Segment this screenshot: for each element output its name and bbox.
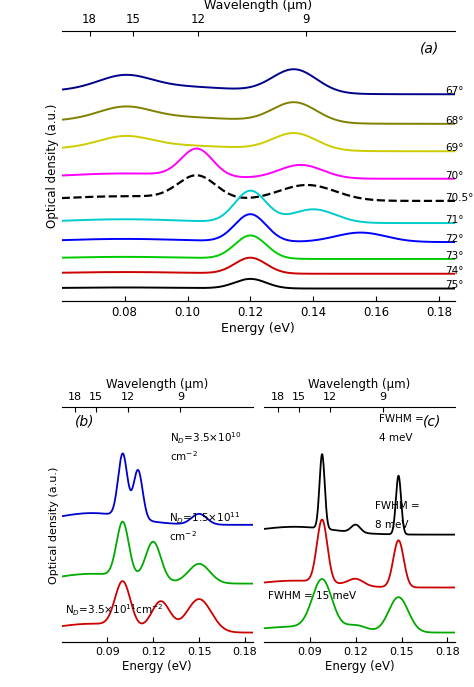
Text: 4 meV: 4 meV xyxy=(379,433,412,443)
Text: (b): (b) xyxy=(75,414,94,429)
Text: 75°: 75° xyxy=(446,280,464,291)
X-axis label: Wavelength (μm): Wavelength (μm) xyxy=(309,379,410,392)
Text: FWHM = 15 meV: FWHM = 15 meV xyxy=(268,591,356,600)
X-axis label: Wavelength (μm): Wavelength (μm) xyxy=(204,0,312,12)
Text: 70°: 70° xyxy=(446,170,464,181)
Text: cm$^{-2}$: cm$^{-2}$ xyxy=(169,530,196,543)
X-axis label: Energy (eV): Energy (eV) xyxy=(325,660,394,673)
Text: 70.5°: 70.5° xyxy=(446,193,474,203)
Text: 72°: 72° xyxy=(446,234,464,244)
Text: N$_D$=3.5$\times$10$^{10}$: N$_D$=3.5$\times$10$^{10}$ xyxy=(171,431,242,447)
Text: 73°: 73° xyxy=(446,251,464,261)
Text: 71°: 71° xyxy=(446,215,464,225)
Text: cm$^{-2}$: cm$^{-2}$ xyxy=(171,449,198,464)
Text: 67°: 67° xyxy=(446,86,464,96)
Text: 74°: 74° xyxy=(446,266,464,275)
X-axis label: Energy (eV): Energy (eV) xyxy=(122,660,192,673)
X-axis label: Wavelength (μm): Wavelength (μm) xyxy=(106,379,208,392)
Y-axis label: Optical density (a.u.): Optical density (a.u.) xyxy=(46,104,59,228)
Y-axis label: Optical density (a.u.): Optical density (a.u.) xyxy=(49,466,59,583)
X-axis label: Energy (eV): Energy (eV) xyxy=(221,322,295,335)
Text: 8 meV: 8 meV xyxy=(375,520,408,530)
Text: 69°: 69° xyxy=(446,143,464,153)
Text: (a): (a) xyxy=(420,42,439,56)
Text: (c): (c) xyxy=(423,414,442,429)
Text: FWHM =: FWHM = xyxy=(379,414,423,425)
Text: FWHM =: FWHM = xyxy=(375,502,419,511)
Text: N$_D$=1.5$\times$10$^{11}$: N$_D$=1.5$\times$10$^{11}$ xyxy=(169,510,240,526)
Text: 68°: 68° xyxy=(446,115,464,126)
Text: N$_D$=3.5$\times$10$^{11}$cm$^{-2}$: N$_D$=3.5$\times$10$^{11}$cm$^{-2}$ xyxy=(65,602,164,618)
